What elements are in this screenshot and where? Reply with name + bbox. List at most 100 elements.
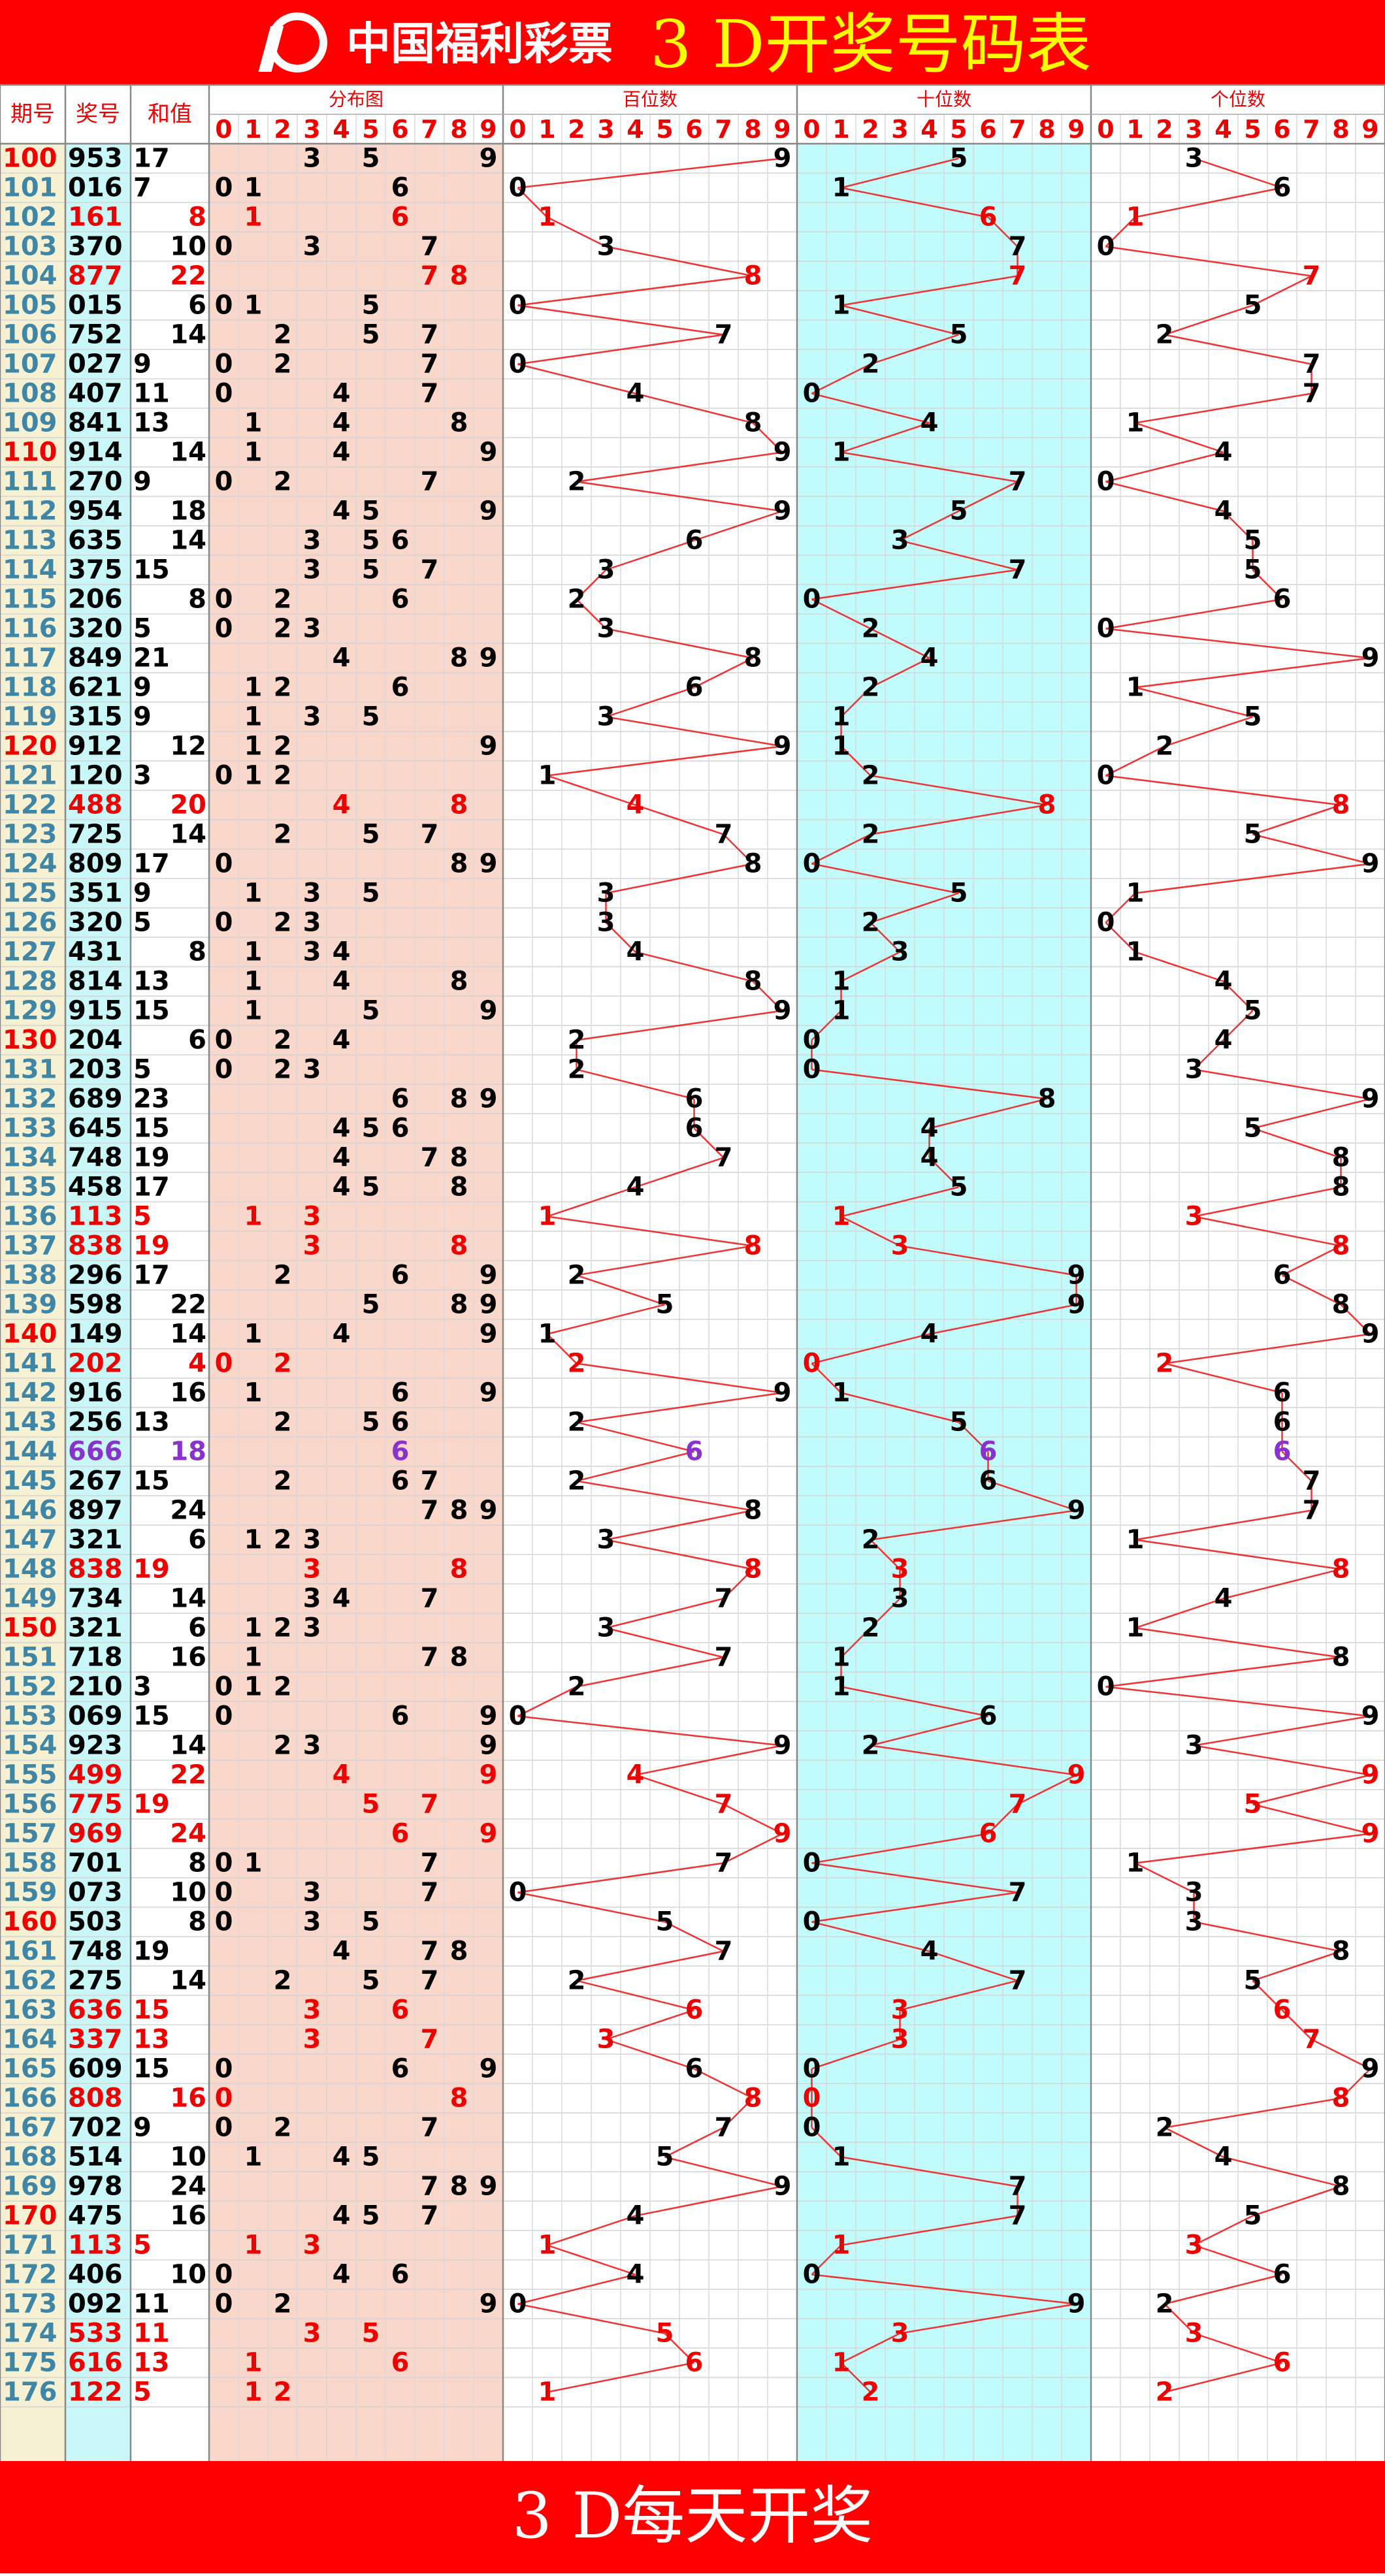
position-digit: 6 [1273, 2348, 1292, 2378]
distribution-digit: 3 [303, 1878, 321, 1908]
distribution-digit: 3 [303, 1584, 321, 1614]
draw-number: 488 [68, 790, 123, 820]
distribution-digit: 3 [303, 526, 321, 556]
position-digit: 3 [597, 908, 615, 938]
position-digit: 5 [1244, 2201, 1262, 2231]
draw-digit: 9 [68, 1378, 86, 1408]
sum: 11 [133, 2289, 170, 2319]
position-digit: 2 [1156, 1349, 1174, 1379]
draw-digit: 4 [68, 2201, 86, 2231]
draw-digit: 3 [86, 1231, 105, 1261]
draw-digit: 0 [105, 232, 123, 262]
position-digit: 5 [656, 1907, 674, 1937]
sum: 19 [133, 1231, 170, 1261]
trend-line [811, 1333, 930, 1364]
trend-line [606, 1509, 753, 1541]
draw-digit: 6 [105, 1261, 123, 1291]
draw-digit: 0 [86, 2113, 105, 2143]
position-digit: 9 [1361, 1319, 1380, 1349]
trend-line [958, 1421, 989, 1453]
draw-digit: 3 [105, 1878, 123, 1908]
period: 135 [3, 1172, 57, 1202]
draw-digit: 2 [68, 1466, 86, 1496]
position-digit: 1 [1126, 202, 1145, 233]
draw-digit: 7 [105, 1466, 123, 1496]
draw-digit: 1 [105, 1525, 123, 1555]
draw-digit: 6 [68, 2054, 86, 2084]
distribution-digit: 7 [421, 1584, 439, 1614]
distribution-digit: 4 [333, 1114, 351, 1144]
distribution-digit: 6 [391, 673, 410, 703]
trend-line [664, 2332, 695, 2364]
draw-number: 202 [68, 1349, 123, 1379]
position-digit: 3 [1185, 1731, 1203, 1761]
distribution-digit: 3 [303, 555, 321, 585]
trend-line [1105, 246, 1312, 277]
sum: 3 [133, 761, 152, 791]
draw-digit: 0 [68, 173, 86, 203]
position-digit: 2 [568, 1055, 586, 1085]
trend-line [1194, 157, 1282, 189]
draw-number: 475 [68, 2201, 123, 2231]
trend-line [517, 187, 548, 218]
distribution-digit: 2 [274, 1261, 292, 1291]
distribution-digit: 3 [303, 937, 321, 967]
distribution-digit: 9 [480, 1760, 498, 1790]
draw-digit: 7 [86, 1790, 105, 1820]
sum: 5 [133, 2377, 152, 2407]
position-digit: 7 [1009, 261, 1027, 291]
draw-digit: 8 [105, 2084, 123, 2114]
sum: 24 [170, 2172, 206, 2202]
trend-line [1164, 1362, 1282, 1394]
position-digit: 0 [803, 2113, 821, 2143]
position-digit: 4 [921, 1114, 939, 1144]
period: 148 [3, 1554, 57, 1585]
draw-digit: 7 [105, 1496, 123, 1526]
position-digit: 6 [685, 673, 704, 703]
trend-line [811, 1069, 1047, 1100]
digit-header: 5 [1244, 115, 1261, 144]
digit-header: 3 [1185, 115, 1202, 144]
position-digit: 1 [832, 1378, 851, 1408]
trend-line [576, 1980, 694, 2011]
period: 138 [3, 1261, 57, 1291]
draw-number: 923 [68, 1731, 123, 1761]
sum: 9 [133, 702, 152, 732]
draw-number: 315 [68, 702, 123, 732]
position-digit: 1 [538, 2377, 557, 2407]
period: 174 [3, 2319, 57, 2349]
position-digit: 2 [1156, 732, 1174, 762]
trend-line [841, 2156, 1018, 2187]
draw-digit: 6 [68, 2348, 86, 2378]
draw-digit: 6 [86, 1466, 105, 1496]
draw-digit: 4 [68, 2260, 86, 2290]
period: 159 [3, 1878, 57, 1908]
draw-number: 149 [68, 1319, 123, 1349]
sum: 10 [170, 2260, 206, 2290]
distribution-digit: 0 [215, 1349, 233, 1379]
sum: 6 [188, 1613, 206, 1643]
sum: 16 [170, 1378, 206, 1408]
sum: 14 [170, 526, 206, 556]
trend-line [870, 1539, 901, 1570]
position-digit: 3 [597, 232, 615, 262]
position-digit: 5 [1244, 291, 1262, 321]
period: 113 [3, 526, 57, 556]
sum: 15 [133, 1466, 170, 1496]
trend-line [576, 1274, 665, 1306]
position-digit: 5 [1244, 820, 1262, 850]
position-digit: 6 [685, 526, 704, 556]
draw-digit: 2 [105, 2289, 123, 2319]
draw-digit: 1 [105, 1848, 123, 1878]
distribution-digit: 7 [421, 349, 439, 379]
draw-number: 912 [68, 732, 123, 762]
distribution-digit: 2 [274, 761, 292, 791]
draw-digit: 6 [105, 1995, 123, 2025]
draw-digit: 7 [105, 349, 123, 379]
logo-icon [258, 12, 327, 72]
trend-line [1135, 1833, 1371, 1864]
trend-line [1193, 1039, 1224, 1071]
draw-digit: 8 [105, 1172, 123, 1202]
sum: 13 [133, 1408, 170, 1438]
distribution-digit: 0 [215, 173, 233, 203]
